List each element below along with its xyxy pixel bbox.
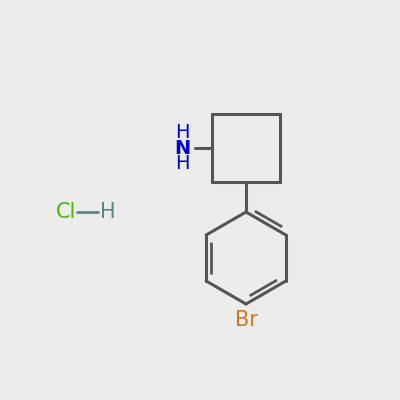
Text: N: N: [174, 138, 190, 158]
Text: Br: Br: [234, 310, 258, 330]
Text: Cl: Cl: [56, 202, 76, 222]
Text: H: H: [100, 202, 116, 222]
Text: H: H: [175, 154, 189, 173]
Text: H: H: [175, 123, 189, 142]
